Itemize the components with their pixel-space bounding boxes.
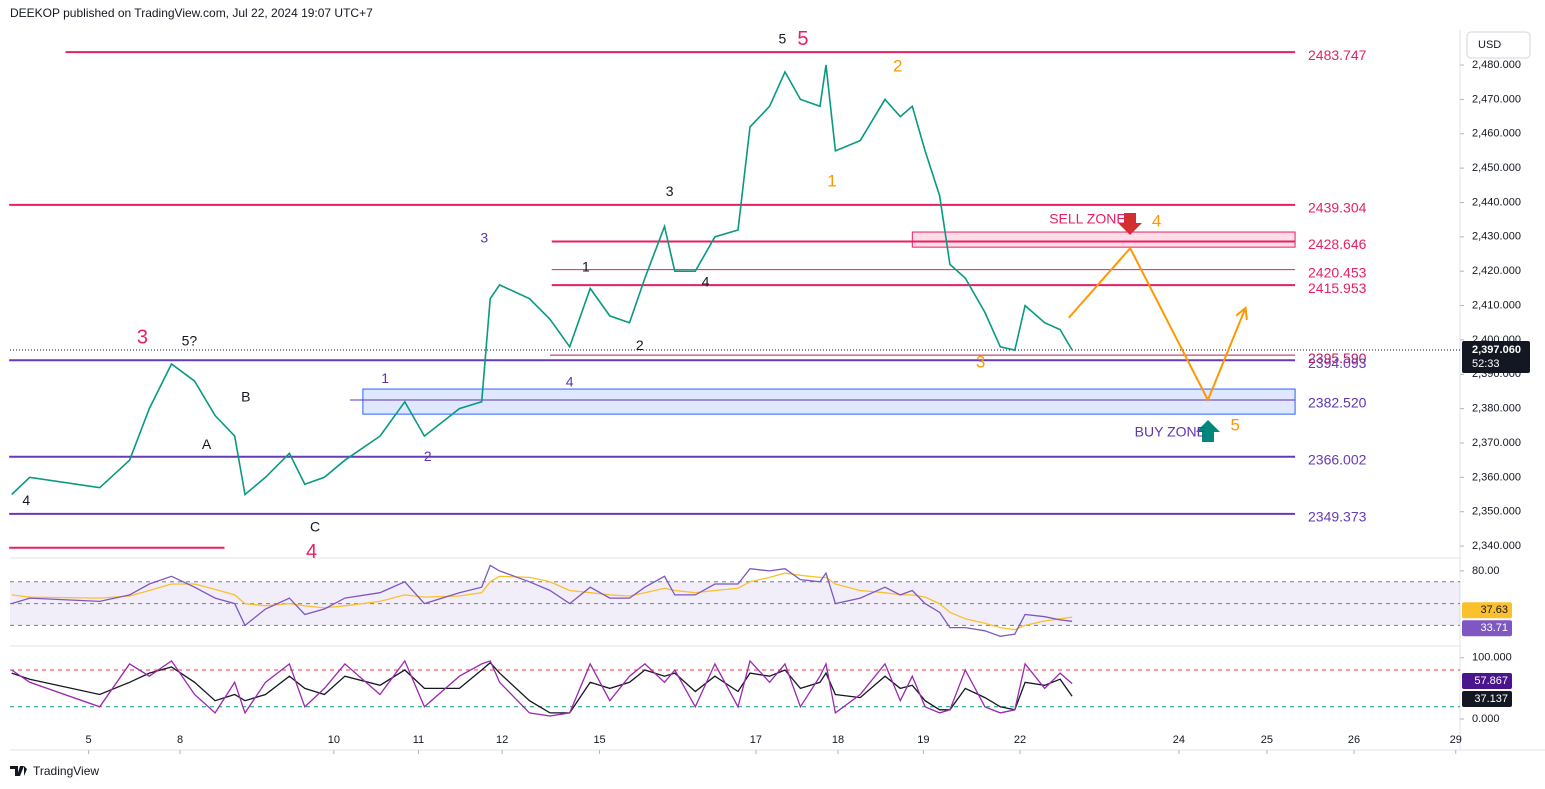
level-label: 2415.953 [1308, 280, 1367, 296]
last-value-label: 33.71 [1480, 622, 1508, 634]
zone [911, 231, 1296, 248]
x-tick-label: 22 [1014, 734, 1026, 746]
wave-label: C [310, 519, 320, 535]
y-tick-label: 2,370.000 [1472, 437, 1521, 449]
x-tick-label: 18 [832, 734, 844, 746]
brand: TradingView [33, 764, 99, 778]
y-tick-label: 0.000 [1472, 713, 1500, 725]
x-tick-label: 11 [413, 734, 424, 746]
last-value-label: 57.867 [1474, 675, 1508, 687]
current-price-label: 2,397.060 [1472, 344, 1521, 356]
indicator-line [11, 572, 1073, 631]
x-tick-label: 29 [1450, 734, 1462, 746]
x-tick-label: 24 [1173, 734, 1185, 746]
level-label: 2420.453 [1308, 264, 1367, 280]
wave-label: 3 [480, 230, 488, 246]
level-label: 2428.646 [1308, 236, 1367, 252]
y-tick-label: 2,440.000 [1472, 196, 1521, 208]
publish-info: DEEKOP published on TradingView.com, Jul… [10, 6, 373, 20]
x-tick-label: 15 [593, 734, 605, 746]
last-value-box [1462, 620, 1512, 637]
level-label: 2382.520 [1308, 395, 1367, 411]
wave-label: 1 [827, 171, 836, 190]
indicator-line [11, 564, 1073, 637]
wave-label: BUY ZONE [1135, 424, 1206, 440]
brand-logo [10, 766, 27, 776]
x-tick-label: 17 [750, 734, 762, 746]
y-tick-label: 2,460.000 [1472, 128, 1521, 140]
wave-label: SELL ZONE [1049, 211, 1126, 227]
level-label: 2483.747 [1308, 47, 1367, 63]
wave-label: 4 [1152, 212, 1161, 231]
y-tick-label: 2,360.000 [1472, 471, 1521, 483]
last-value-label: 37.63 [1480, 604, 1508, 616]
last-value-label: 37.137 [1474, 693, 1508, 705]
wave-label: 5 [797, 28, 808, 50]
wave-label: 5 [1231, 416, 1240, 435]
last-value-box [1462, 690, 1512, 707]
y-tick-label: 2,340.000 [1472, 540, 1521, 552]
y-tick-label: 2,380.000 [1472, 403, 1521, 415]
x-tick-label: 25 [1261, 734, 1273, 746]
y-tick-label: 2,470.000 [1472, 93, 1521, 105]
countdown: 52:33 [1472, 358, 1500, 370]
level-label: 2439.304 [1308, 200, 1367, 216]
wave-label: 3 [137, 326, 148, 348]
projection [1067, 246, 1247, 403]
projection-arrowhead [1235, 306, 1248, 320]
last-value-box [1462, 672, 1512, 689]
buy-arrow [1196, 420, 1220, 442]
level-label: 2394.093 [1308, 355, 1367, 371]
x-tick-label: 19 [917, 734, 929, 746]
y-tick-label: 2,420.000 [1472, 265, 1521, 277]
sell-arrow [1118, 213, 1142, 235]
y-tick-label: 2,450.000 [1472, 162, 1521, 174]
currency-button[interactable] [1466, 31, 1531, 59]
x-tick-label: 12 [496, 734, 508, 746]
x-tick-label: 26 [1348, 734, 1360, 746]
wave-label: 2 [636, 337, 644, 353]
wave-label: 4 [702, 274, 710, 290]
x-tick-label: 5 [86, 734, 92, 746]
indicator-line [11, 659, 1073, 717]
y-tick-label: 2,350.000 [1472, 506, 1521, 518]
x-tick-label: 10 [328, 734, 340, 746]
currency: USD [1478, 39, 1501, 51]
wave-label: 4 [566, 374, 574, 390]
last-value-box [1462, 602, 1512, 619]
wave-label: B [241, 389, 250, 405]
current-price-box [1462, 341, 1530, 374]
y-tick-label: 2,410.000 [1472, 299, 1521, 311]
y-tick-label: 2,430.000 [1472, 231, 1521, 243]
y-tick-label: 100.000 [1472, 652, 1512, 664]
wave-label: A [202, 436, 212, 452]
wave-label: 5? [182, 333, 198, 349]
wave-label: 4 [306, 541, 317, 563]
wave-label: 1 [582, 258, 590, 274]
y-tick-label: 80.00 [1472, 565, 1500, 577]
x-tick-label: 8 [177, 734, 183, 746]
wave-label: 5 [779, 31, 787, 47]
y-tick-label: 2,480.000 [1472, 59, 1521, 71]
zone [362, 388, 1296, 415]
wave-label: 3 [666, 183, 674, 199]
wave-label: 4 [22, 492, 30, 508]
wave-label: 1 [381, 370, 389, 386]
wave-label: 3 [976, 352, 985, 371]
level-label: 2395.590 [1308, 350, 1367, 366]
wave-label: 2 [424, 448, 432, 464]
level-label: 2349.373 [1308, 509, 1367, 525]
indicator-line [11, 661, 1073, 714]
price-line [11, 64, 1073, 497]
level-label: 2366.002 [1308, 451, 1367, 467]
wave-label: 2 [893, 57, 902, 76]
